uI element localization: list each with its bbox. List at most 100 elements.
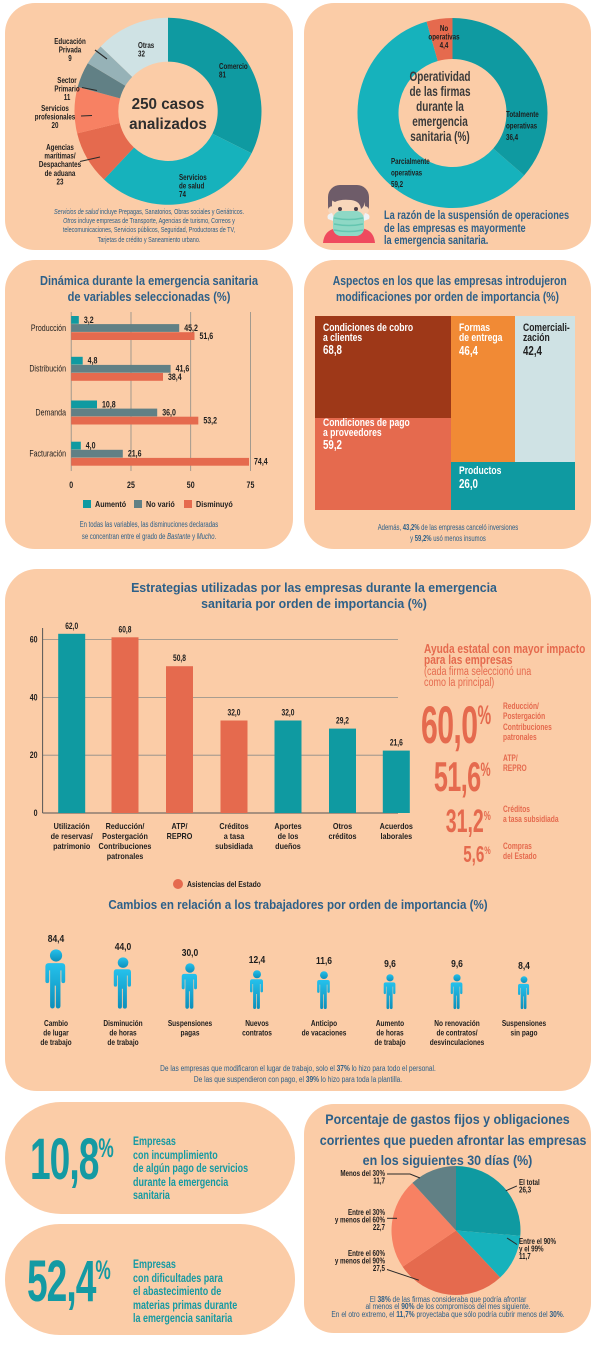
svg-text:No varió: No varió (146, 500, 175, 509)
svg-text:subsidiada: subsidiada (215, 841, 253, 851)
svg-text:Primario: Primario (54, 86, 80, 94)
svg-text:10,8: 10,8 (102, 398, 116, 409)
svg-text:Postergación: Postergación (102, 831, 148, 841)
svg-text:dueños: dueños (275, 841, 301, 851)
svg-text:Aumentó: Aumentó (95, 500, 127, 509)
svg-text:Suspensiones: Suspensiones (502, 1018, 546, 1028)
svg-text:0: 0 (34, 807, 38, 818)
svg-text:22,7: 22,7 (373, 1224, 385, 1232)
svg-text:23: 23 (57, 179, 64, 187)
svg-text:profesionales: profesionales (35, 114, 76, 122)
svg-text:Servicios: Servicios (41, 105, 69, 113)
svg-text:50,8: 50,8 (173, 653, 186, 663)
svg-text:4,4: 4,4 (440, 43, 449, 51)
svg-text:4,8: 4,8 (88, 355, 98, 366)
svg-text:de horas: de horas (109, 1028, 136, 1038)
svg-text:créditos: créditos (328, 831, 357, 841)
svg-text:ATP/: ATP/ (172, 821, 189, 831)
svg-text:Utilización: Utilización (54, 821, 90, 831)
svg-text:a tasa: a tasa (224, 831, 245, 841)
svg-text:Despachantes: Despachantes (39, 162, 81, 170)
svg-text:sin pago: sin pago (511, 1028, 538, 1038)
svg-text:marítimas/: marítimas/ (44, 153, 75, 161)
svg-text:de salud: de salud (179, 183, 204, 191)
svg-text:11,6: 11,6 (316, 955, 332, 966)
svg-text:74: 74 (179, 192, 186, 200)
svg-text:Comercio: Comercio (219, 63, 248, 71)
svg-text:84,4: 84,4 (48, 933, 65, 944)
svg-text:30,0: 30,0 (182, 947, 199, 958)
svg-text:9: 9 (68, 56, 72, 64)
svg-text:36,4: 36,4 (506, 134, 518, 142)
svg-text:32: 32 (138, 51, 145, 59)
svg-text:Aportes: Aportes (274, 821, 302, 831)
svg-text:74,4: 74,4 (254, 456, 268, 467)
svg-text:Entre el 90%: Entre el 90% (519, 1238, 557, 1246)
svg-text:El total: El total (519, 1179, 540, 1187)
svg-text:Entre el 30%: Entre el 30% (348, 1209, 386, 1217)
svg-text:Acuerdos: Acuerdos (380, 821, 414, 831)
svg-text:de reservas/: de reservas/ (51, 831, 94, 841)
svg-text:21,6: 21,6 (128, 448, 142, 459)
svg-text:60,8: 60,8 (119, 624, 132, 634)
svg-text:REPRO: REPRO (167, 831, 193, 841)
svg-text:Menos del 30%: Menos del 30% (340, 1170, 385, 1178)
svg-text:y menos del 60%: y menos del 60% (335, 1217, 386, 1225)
svg-text:No: No (440, 25, 449, 33)
svg-text:operativas: operativas (391, 170, 422, 178)
svg-text:0: 0 (69, 479, 73, 490)
svg-text:y menos del 90%: y menos del 90% (335, 1258, 386, 1266)
svg-text:45,2: 45,2 (184, 322, 198, 333)
svg-text:Privada: Privada (59, 47, 82, 55)
svg-text:No renovación: No renovación (434, 1018, 479, 1028)
svg-text:11: 11 (64, 95, 71, 103)
svg-text:de contratos/: de contratos/ (436, 1028, 477, 1038)
svg-text:Servicios: Servicios (179, 174, 207, 182)
svg-text:29,2: 29,2 (336, 716, 349, 726)
svg-text:Aumento: Aumento (376, 1018, 405, 1028)
svg-text:pagas: pagas (181, 1028, 200, 1038)
svg-text:3,2: 3,2 (84, 314, 94, 325)
svg-text:patronales: patronales (107, 851, 144, 861)
svg-text:21,6: 21,6 (390, 738, 403, 748)
svg-text:32,0: 32,0 (282, 708, 295, 718)
svg-text:y el 99%: y el 99% (519, 1246, 544, 1254)
svg-text:contratos: contratos (242, 1028, 272, 1038)
svg-text:operativas: operativas (428, 34, 459, 42)
svg-text:de vacaciones: de vacaciones (302, 1028, 347, 1038)
svg-text:9,6: 9,6 (451, 958, 463, 969)
svg-text:Producción: Producción (31, 322, 66, 333)
svg-text:81: 81 (219, 72, 226, 80)
svg-text:operativas: operativas (506, 123, 537, 131)
svg-text:38,4: 38,4 (168, 371, 182, 382)
svg-text:Parcialmente: Parcialmente (391, 158, 430, 166)
svg-text:50: 50 (187, 479, 195, 490)
svg-text:4,0: 4,0 (86, 439, 96, 450)
svg-text:de aduana: de aduana (45, 170, 76, 178)
svg-text:patrimonio: patrimonio (53, 841, 90, 851)
svg-text:32,0: 32,0 (228, 708, 241, 718)
svg-text:20: 20 (52, 123, 59, 131)
svg-text:Contribuciones: Contribuciones (99, 841, 152, 851)
svg-text:Entre el 60%: Entre el 60% (348, 1250, 386, 1258)
svg-text:Distribución: Distribución (29, 363, 66, 374)
svg-text:25: 25 (127, 479, 135, 490)
svg-text:Créditos: Créditos (219, 821, 249, 831)
svg-text:de trabajo: de trabajo (107, 1037, 139, 1047)
svg-text:44,0: 44,0 (115, 941, 132, 952)
svg-text:8,4: 8,4 (518, 960, 531, 971)
svg-text:de lugar: de lugar (43, 1028, 69, 1038)
svg-text:Suspensiones: Suspensiones (168, 1018, 212, 1028)
svg-text:Nuevos: Nuevos (245, 1018, 269, 1028)
svg-text:9,6: 9,6 (384, 958, 396, 969)
svg-text:Disminuyó: Disminuyó (196, 500, 233, 509)
svg-text:de trabajo: de trabajo (374, 1037, 406, 1047)
svg-text:26,3: 26,3 (519, 1187, 531, 1195)
svg-text:Demanda: Demanda (36, 406, 67, 417)
svg-text:60: 60 (30, 634, 38, 645)
svg-text:Otros: Otros (333, 821, 353, 831)
svg-text:Facturación: Facturación (29, 447, 66, 458)
svg-text:Cambio: Cambio (44, 1018, 68, 1028)
svg-text:11,7: 11,7 (519, 1253, 531, 1261)
svg-text:40: 40 (30, 691, 38, 702)
